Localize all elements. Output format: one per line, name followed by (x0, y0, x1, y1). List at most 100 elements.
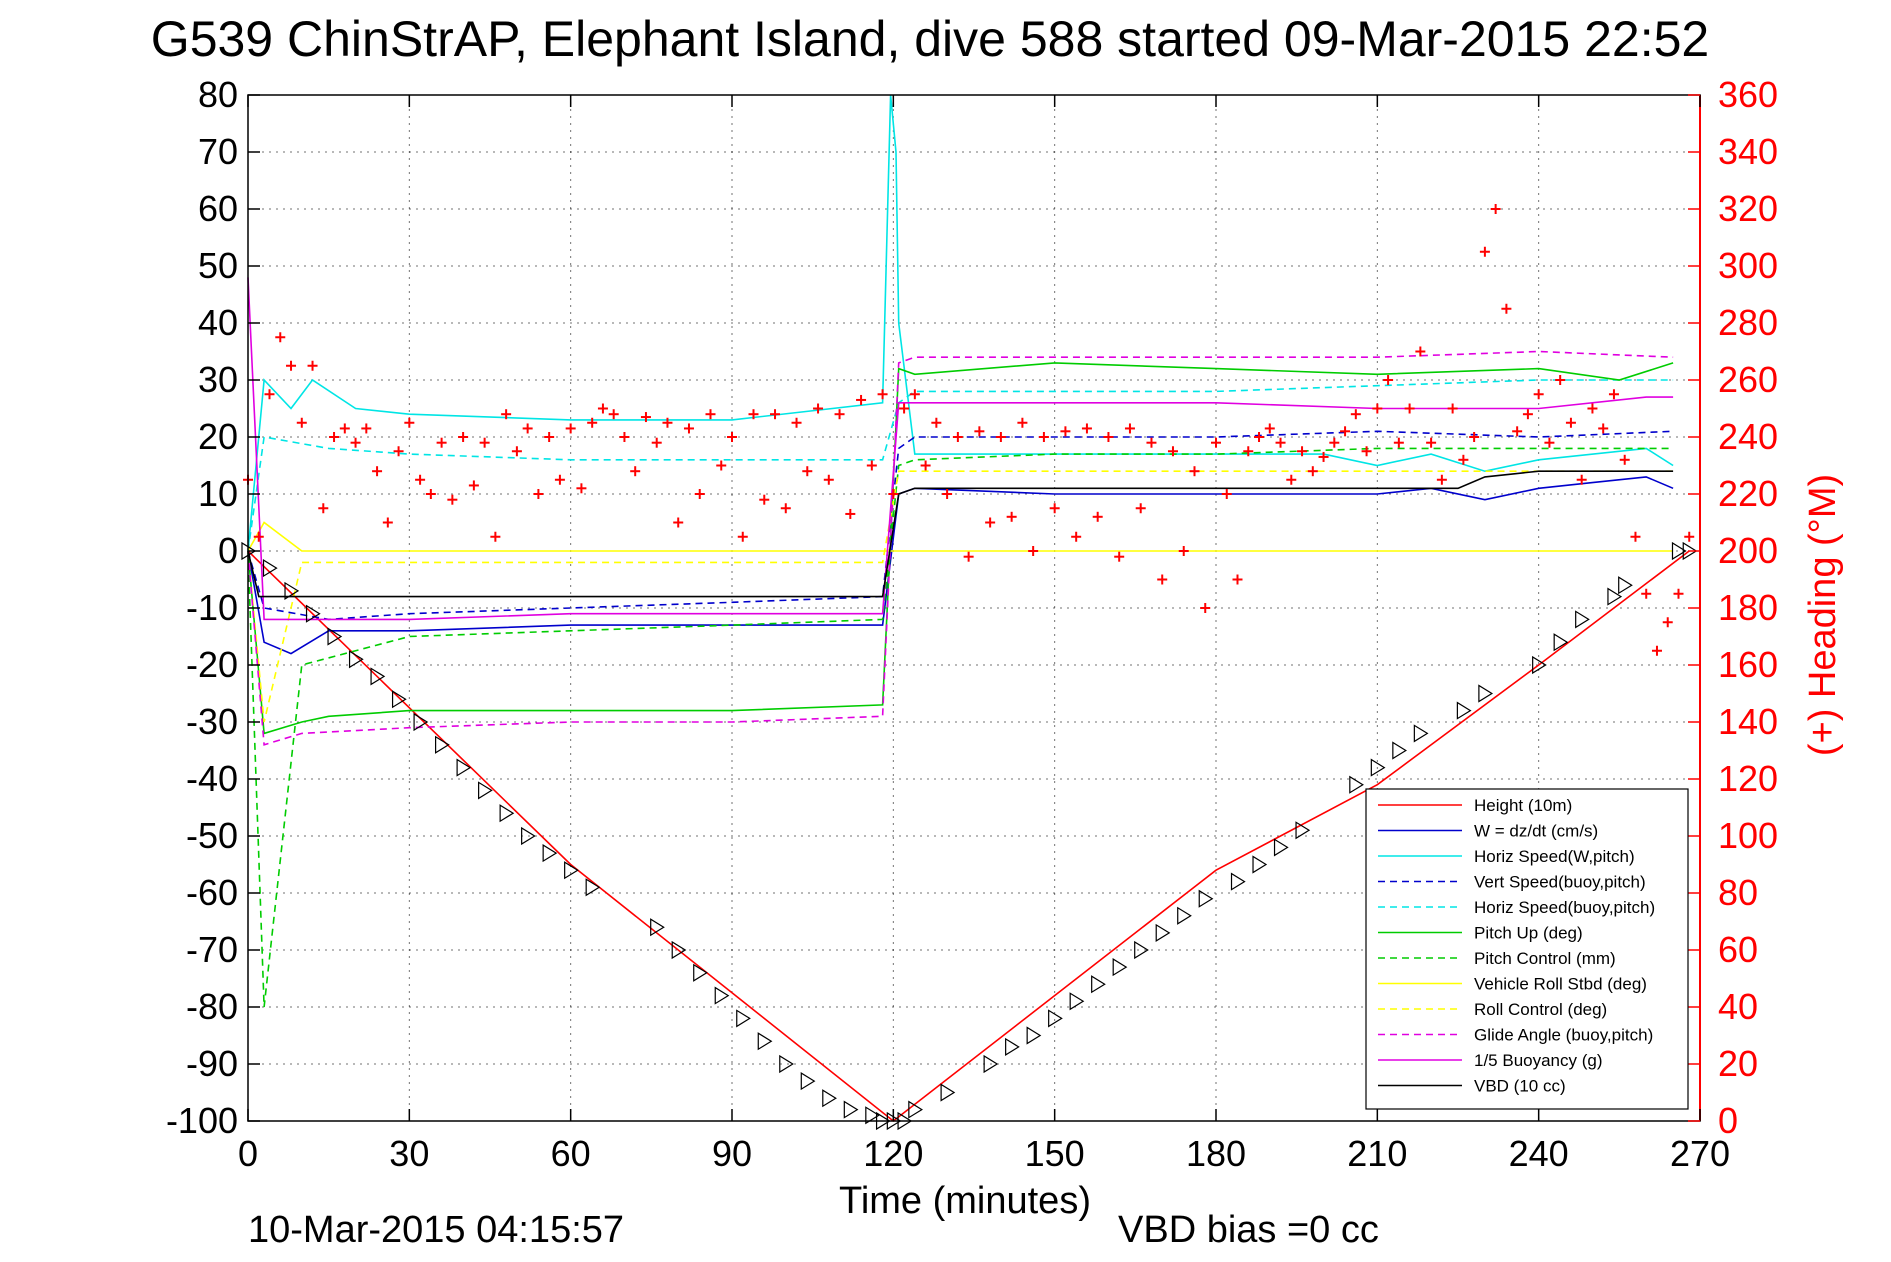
right-tick-label: 240 (1718, 416, 1778, 457)
heading-point (705, 409, 716, 420)
heading-point (1587, 403, 1598, 414)
series-line-10 (247, 277, 1674, 621)
heading-point (920, 460, 931, 471)
y-tick-label: -90 (186, 1043, 238, 1084)
legend-label-11: VBD (10 cc) (1474, 1077, 1566, 1096)
heading-point (694, 489, 705, 499)
depth-marker (284, 581, 300, 600)
legend-label-9: Glide Angle (buoy,pitch) (1474, 1026, 1653, 1045)
heading-point (1167, 446, 1178, 457)
depth-marker (736, 1009, 751, 1028)
heading-point (1544, 437, 1555, 448)
right-tick-label: 200 (1718, 530, 1778, 571)
depth-marker (413, 712, 429, 732)
heading-point (1060, 426, 1071, 437)
heading-point (727, 432, 737, 442)
heading-point (1426, 437, 1437, 448)
right-tick-label: 60 (1718, 929, 1758, 970)
heading-point (1114, 551, 1125, 562)
heading-point (1555, 375, 1566, 385)
heading-point (640, 412, 651, 423)
x-tick-label: 120 (863, 1133, 923, 1174)
heading-point (1297, 446, 1308, 457)
y-tick-label: 0 (218, 530, 238, 571)
right-axis-label: (+) Heading (°M) (1802, 474, 1844, 756)
depth-marker (822, 1089, 837, 1108)
depth-marker (1295, 821, 1311, 840)
right-tick-label: 180 (1718, 587, 1778, 628)
depth-marker (650, 918, 665, 937)
heading-point (651, 437, 662, 448)
heading-point (1598, 423, 1609, 434)
right-tick-label: 300 (1718, 245, 1778, 286)
depth-marker (1198, 889, 1214, 908)
heading-point (1329, 437, 1340, 448)
y-tick-label: -80 (186, 986, 238, 1027)
heading-point (1415, 346, 1426, 357)
depth-marker (1370, 758, 1386, 777)
x-tick-label: 150 (1025, 1133, 1085, 1174)
heading-point (1307, 466, 1318, 477)
heading-point (533, 489, 544, 499)
heading-point (1071, 531, 1082, 542)
heading-point (1641, 588, 1652, 599)
heading-point (1340, 426, 1351, 437)
depth-marker (1026, 1026, 1042, 1045)
y-tick-label: 60 (198, 188, 238, 229)
depth-marker (1273, 838, 1289, 857)
heading-point (1350, 409, 1361, 420)
heading-point (597, 403, 608, 414)
depth-marker (1069, 992, 1085, 1011)
heading-point (1006, 511, 1017, 522)
series-line-2 (247, 94, 1674, 552)
legend-label-1: W = dz/dt (cm/s) (1474, 822, 1598, 841)
heading-point (1576, 474, 1587, 485)
heading-point (1479, 246, 1490, 257)
heading-point (318, 503, 329, 514)
heading-point (1017, 417, 1028, 428)
heading-markers (243, 204, 1695, 656)
heading-point (942, 489, 953, 499)
heading-point (382, 517, 393, 528)
heading-point (1264, 423, 1275, 434)
heading-point (737, 531, 748, 542)
legend-label-3: Vert Speed(buoy,pitch) (1474, 873, 1646, 892)
heading-point (286, 360, 297, 371)
depth-marker (305, 604, 321, 623)
heading-point (1232, 574, 1243, 585)
heading-point (1275, 437, 1286, 448)
heading-point (307, 360, 318, 371)
heading-point (845, 508, 856, 519)
heading-point (759, 494, 770, 505)
depth-marker (940, 1083, 956, 1102)
right-tick-label: 320 (1718, 188, 1778, 229)
y-tick-label: 10 (198, 473, 238, 514)
heading-point (1146, 437, 1157, 448)
depth-marker (714, 986, 730, 1005)
heading-point (544, 432, 555, 442)
heading-point (1092, 511, 1103, 522)
heading-point (1393, 437, 1404, 448)
y-tick-label: 30 (198, 359, 238, 400)
series-line-8 (247, 470, 1674, 723)
x-tick-label: 240 (1509, 1133, 1569, 1174)
legend-label-6: Pitch Control (mm) (1474, 949, 1616, 968)
y-tick-label: 50 (198, 245, 238, 286)
heading-point (1200, 603, 1211, 613)
heading-point (909, 389, 920, 400)
axes (247, 94, 1701, 1122)
heading-point (587, 417, 598, 428)
legend: Height (10m) W = dz/dt (cm/s) Horiz Speed(… (1365, 788, 1689, 1110)
series-line-7 (247, 521, 1674, 552)
heading-point (802, 466, 813, 477)
heading-point (490, 531, 501, 542)
depth-marker (865, 1106, 880, 1125)
y-tick-label: 70 (198, 131, 238, 172)
heading-point (1372, 403, 1383, 414)
series-line-0 (247, 550, 1690, 1123)
series-line-3 (247, 430, 1674, 621)
depth-marker (262, 559, 278, 578)
x-tick-label: 90 (712, 1133, 752, 1174)
legend-box (1365, 788, 1689, 1110)
